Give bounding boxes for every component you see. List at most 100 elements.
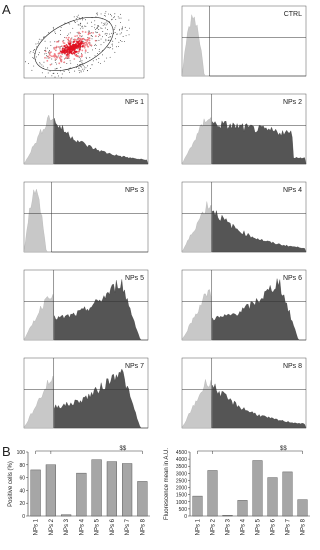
event-dot (48, 56, 51, 59)
event-dot (63, 71, 65, 72)
event-dot (98, 58, 100, 59)
event-dot (44, 56, 46, 59)
event-dot (39, 61, 41, 63)
event-dot (81, 35, 83, 37)
event-dot (95, 59, 97, 61)
event-dot (106, 57, 108, 59)
event-dot (69, 71, 70, 73)
event-dot (100, 44, 102, 46)
y-tick-label: 60 (19, 476, 25, 482)
event-dot (89, 31, 90, 33)
event-dot (84, 39, 87, 42)
y-tick-label: 1000 (176, 500, 187, 506)
event-dot (73, 50, 76, 53)
event-dot (60, 55, 63, 58)
event-dot (74, 21, 76, 23)
bar (207, 470, 218, 517)
event-dot (32, 51, 34, 53)
event-dot (77, 16, 79, 18)
event-dot (98, 33, 101, 36)
event-dot (63, 42, 66, 45)
event-dot (49, 50, 50, 51)
event-dot (57, 52, 60, 55)
event-dot (66, 45, 69, 48)
event-dot (32, 57, 34, 59)
event-dot (105, 15, 106, 17)
event-dot (72, 38, 74, 40)
event-dot (119, 29, 121, 31)
event-dot (38, 38, 40, 40)
event-dot (74, 21, 75, 23)
event-dot (92, 49, 93, 51)
event-dot (81, 68, 83, 70)
event-dot (125, 35, 127, 37)
y-tick-label: 3500 (176, 464, 187, 470)
event-dot (110, 46, 111, 48)
histogram-positive (212, 278, 306, 341)
event-dot (34, 49, 36, 51)
event-dot (71, 37, 73, 39)
event-dot (90, 32, 92, 34)
event-dot (55, 33, 57, 34)
histogram-negative (181, 201, 212, 253)
event-dot (86, 43, 89, 46)
event-dot (89, 57, 91, 59)
event-dot (96, 12, 98, 14)
event-dot (78, 31, 80, 34)
event-dot (111, 15, 113, 17)
event-dot (88, 43, 91, 46)
event-dot (77, 38, 80, 40)
event-dot (96, 27, 97, 29)
event-dot (44, 40, 46, 42)
event-dot (81, 16, 83, 18)
event-dot (110, 36, 112, 38)
event-dot (68, 70, 70, 71)
bar (91, 459, 102, 517)
event-dot (69, 32, 71, 34)
bar (30, 469, 41, 517)
event-dot (88, 37, 90, 40)
event-dot (96, 53, 98, 54)
bar (61, 514, 72, 517)
event-dot (57, 72, 58, 74)
event-dot (115, 25, 117, 27)
bar (267, 477, 278, 517)
event-dot (77, 14, 79, 16)
event-dot (54, 58, 57, 61)
event-dot (67, 42, 70, 45)
y-tick-label: 500 (179, 507, 188, 513)
histogram-label: NPs 8 (283, 363, 302, 370)
event-dot (81, 63, 83, 65)
event-dot (81, 53, 83, 56)
event-dot (111, 43, 113, 45)
histogram-negative (181, 14, 210, 77)
event-dot (80, 64, 81, 65)
event-dot (55, 46, 58, 49)
y-tick-label: 4500 (176, 450, 187, 456)
event-dot (91, 21, 92, 23)
event-dot (84, 49, 87, 52)
event-dot (107, 29, 108, 31)
event-dot (74, 70, 76, 72)
event-dot (82, 16, 84, 18)
event-dot (33, 57, 35, 59)
event-dot (97, 31, 98, 33)
event-dot (79, 47, 81, 50)
event-dot (110, 13, 111, 15)
y-axis-label: Fluorescence mean in A.U. (164, 448, 170, 520)
significance-label: $$ (120, 446, 127, 452)
event-dot (54, 49, 57, 52)
event-dot (108, 37, 110, 38)
x-tick-label: NPs 7 (286, 518, 292, 535)
event-dot (105, 32, 107, 34)
event-dot (91, 38, 93, 40)
event-dot (108, 13, 109, 15)
event-dot (119, 13, 121, 15)
event-dot (104, 33, 106, 35)
event-dot (101, 22, 103, 24)
event-dot (43, 61, 45, 63)
histogram-positive (212, 210, 307, 253)
histogram-negative (23, 376, 54, 429)
event-dot (53, 48, 56, 50)
event-dot (77, 43, 80, 46)
